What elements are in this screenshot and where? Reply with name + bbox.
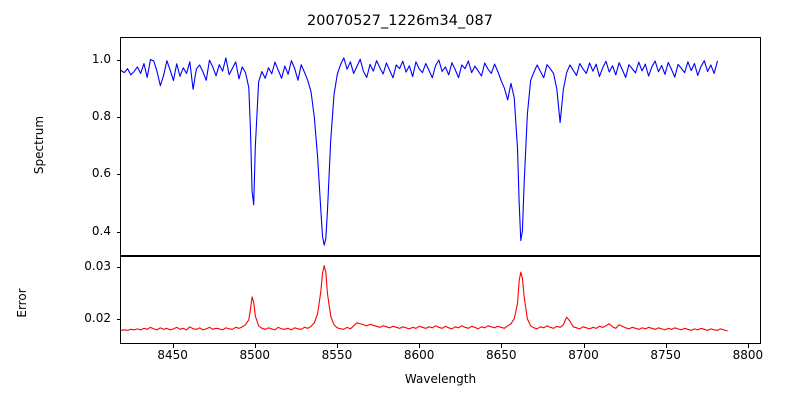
x-tick-label: 8800 — [732, 348, 764, 362]
error-y-axis-label: Error — [15, 288, 29, 318]
x-tick-label: 8500 — [239, 348, 271, 362]
error-y-tick-mark — [116, 319, 120, 321]
x-tick-mark — [254, 344, 256, 348]
error-line — [121, 266, 727, 331]
x-tick-mark — [583, 344, 585, 348]
spectrum-y-tick-mark — [116, 231, 120, 233]
spectrum-y-tick-mark — [116, 117, 120, 119]
spectrum-y-tick-label: 1.0 — [91, 51, 111, 66]
x-tick-mark — [747, 344, 749, 348]
error-plot-area — [121, 257, 760, 343]
error-y-tick-label: 0.03 — [84, 259, 111, 274]
spectrum-y-tick-label: 0.8 — [91, 109, 111, 124]
x-tick-mark — [337, 344, 339, 348]
error-panel — [120, 256, 761, 344]
x-tick-label: 8550 — [321, 348, 353, 362]
spectrum-line — [121, 58, 717, 245]
x-tick-label: 8450 — [157, 348, 188, 362]
x-tick-mark — [419, 344, 421, 348]
spectrum-y-tick-mark — [116, 59, 120, 61]
error-y-tick-label: 0.02 — [84, 311, 111, 326]
x-tick-label: 8700 — [568, 348, 599, 362]
x-tick-label: 8750 — [650, 348, 681, 362]
x-tick-label: 8650 — [486, 348, 517, 362]
figure-title: 20070527_1226m34_087 — [306, 13, 494, 29]
spectrum-y-tick-label: 0.4 — [91, 223, 111, 238]
spectrum-panel — [120, 37, 761, 256]
spectrum-y-tick-label: 0.6 — [91, 166, 111, 181]
spectrum-y-tick-mark — [116, 174, 120, 176]
x-axis-label: Wavelength — [404, 372, 477, 386]
x-tick-mark — [172, 344, 174, 348]
spectrum-plot-area — [121, 38, 760, 255]
x-tick-mark — [665, 344, 667, 348]
spectrum-y-axis-label: Spectrum — [32, 115, 46, 175]
x-tick-mark — [501, 344, 503, 348]
x-tick-label: 8600 — [403, 348, 435, 362]
error-y-tick-mark — [116, 267, 120, 269]
